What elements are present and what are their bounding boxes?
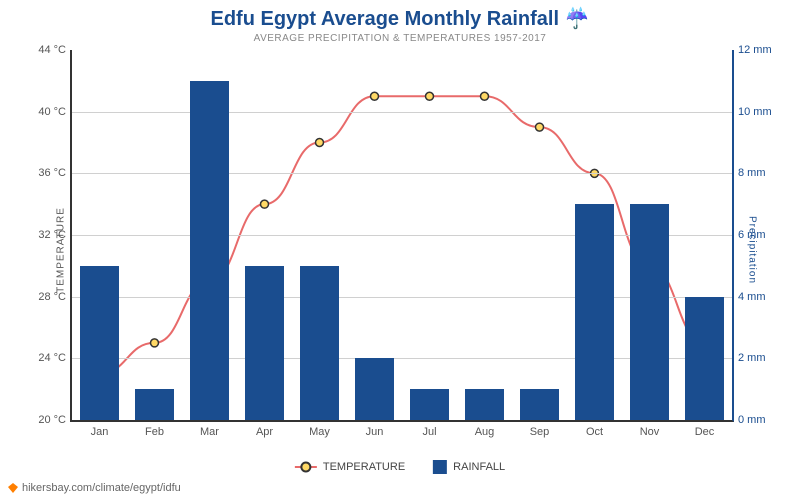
y-axis-right-label: Precipitation xyxy=(746,216,757,284)
legend-temperature-label: TEMPERATURE xyxy=(323,461,405,473)
x-tick: May xyxy=(309,426,330,438)
legend: TEMPERATURE RAINFALL xyxy=(295,460,505,474)
x-tick: Oct xyxy=(586,426,603,438)
temperature-marker xyxy=(481,92,489,100)
rainfall-bar xyxy=(520,389,560,420)
plot-region: 20 °C24 °C28 °C32 °C36 °C40 °C44 °C0 mm2… xyxy=(70,50,734,422)
x-tick: Jan xyxy=(91,426,109,438)
temperature-marker xyxy=(151,339,159,347)
legend-rainfall: RAINFALL xyxy=(433,460,505,474)
y-tick-left: 32 °C xyxy=(38,229,66,241)
temperature-marker xyxy=(261,200,269,208)
y-tick-left: 24 °C xyxy=(38,352,66,364)
temperature-marker xyxy=(536,123,544,131)
x-tick: Nov xyxy=(640,426,660,438)
temperature-marker xyxy=(426,92,434,100)
y-tick-right: 0 mm xyxy=(738,414,766,426)
location-pin-icon xyxy=(8,483,18,493)
y-tick-left: 40 °C xyxy=(38,106,66,118)
rainfall-bar xyxy=(300,266,340,420)
y-tick-left: 36 °C xyxy=(38,167,66,179)
rainfall-bar xyxy=(245,266,285,420)
rainfall-bar xyxy=(135,389,175,420)
footer-url: hikersbay.com/climate/egypt/idfu xyxy=(22,482,181,494)
legend-temperature: TEMPERATURE xyxy=(295,461,405,473)
rainfall-bar xyxy=(465,389,505,420)
x-tick: Feb xyxy=(145,426,164,438)
legend-rainfall-swatch xyxy=(433,460,447,474)
rainfall-bar xyxy=(190,81,230,420)
rainfall-bar xyxy=(80,266,120,420)
y-tick-right: 2 mm xyxy=(738,352,766,364)
rainfall-bar xyxy=(410,389,450,420)
temperature-marker xyxy=(316,139,324,147)
chart-area: 20 °C24 °C28 °C32 °C36 °C40 °C44 °C0 mm2… xyxy=(70,50,730,420)
y-tick-left: 44 °C xyxy=(38,44,66,56)
y-tick-right: 6 mm xyxy=(738,229,766,241)
grid-line xyxy=(72,173,732,174)
rainfall-bar xyxy=(685,297,725,420)
temperature-marker xyxy=(371,92,379,100)
y-tick-left: 28 °C xyxy=(38,291,66,303)
chart-title: Edfu Egypt Average Monthly Rainfall ☔ xyxy=(0,0,800,31)
rainfall-bar xyxy=(355,358,395,420)
x-tick: Dec xyxy=(695,426,715,438)
chart-subtitle: AVERAGE PRECIPITATION & TEMPERATURES 195… xyxy=(0,33,800,44)
y-tick-right: 12 mm xyxy=(738,44,772,56)
x-tick: Apr xyxy=(256,426,273,438)
grid-line xyxy=(72,112,732,113)
x-tick: Sep xyxy=(530,426,550,438)
x-tick: Aug xyxy=(475,426,495,438)
rainfall-bar xyxy=(630,204,670,420)
rainfall-bar xyxy=(575,204,615,420)
y-tick-left: 20 °C xyxy=(38,414,66,426)
y-tick-right: 10 mm xyxy=(738,106,772,118)
footer-attribution: hikersbay.com/climate/egypt/idfu xyxy=(8,482,181,494)
y-tick-right: 8 mm xyxy=(738,167,766,179)
legend-rainfall-label: RAINFALL xyxy=(453,461,505,473)
x-tick: Jul xyxy=(422,426,436,438)
y-axis-left-label: TEMPERATURE xyxy=(55,207,66,293)
y-tick-right: 4 mm xyxy=(738,291,766,303)
x-tick: Mar xyxy=(200,426,219,438)
x-tick: Jun xyxy=(366,426,384,438)
legend-temperature-swatch xyxy=(295,466,317,468)
